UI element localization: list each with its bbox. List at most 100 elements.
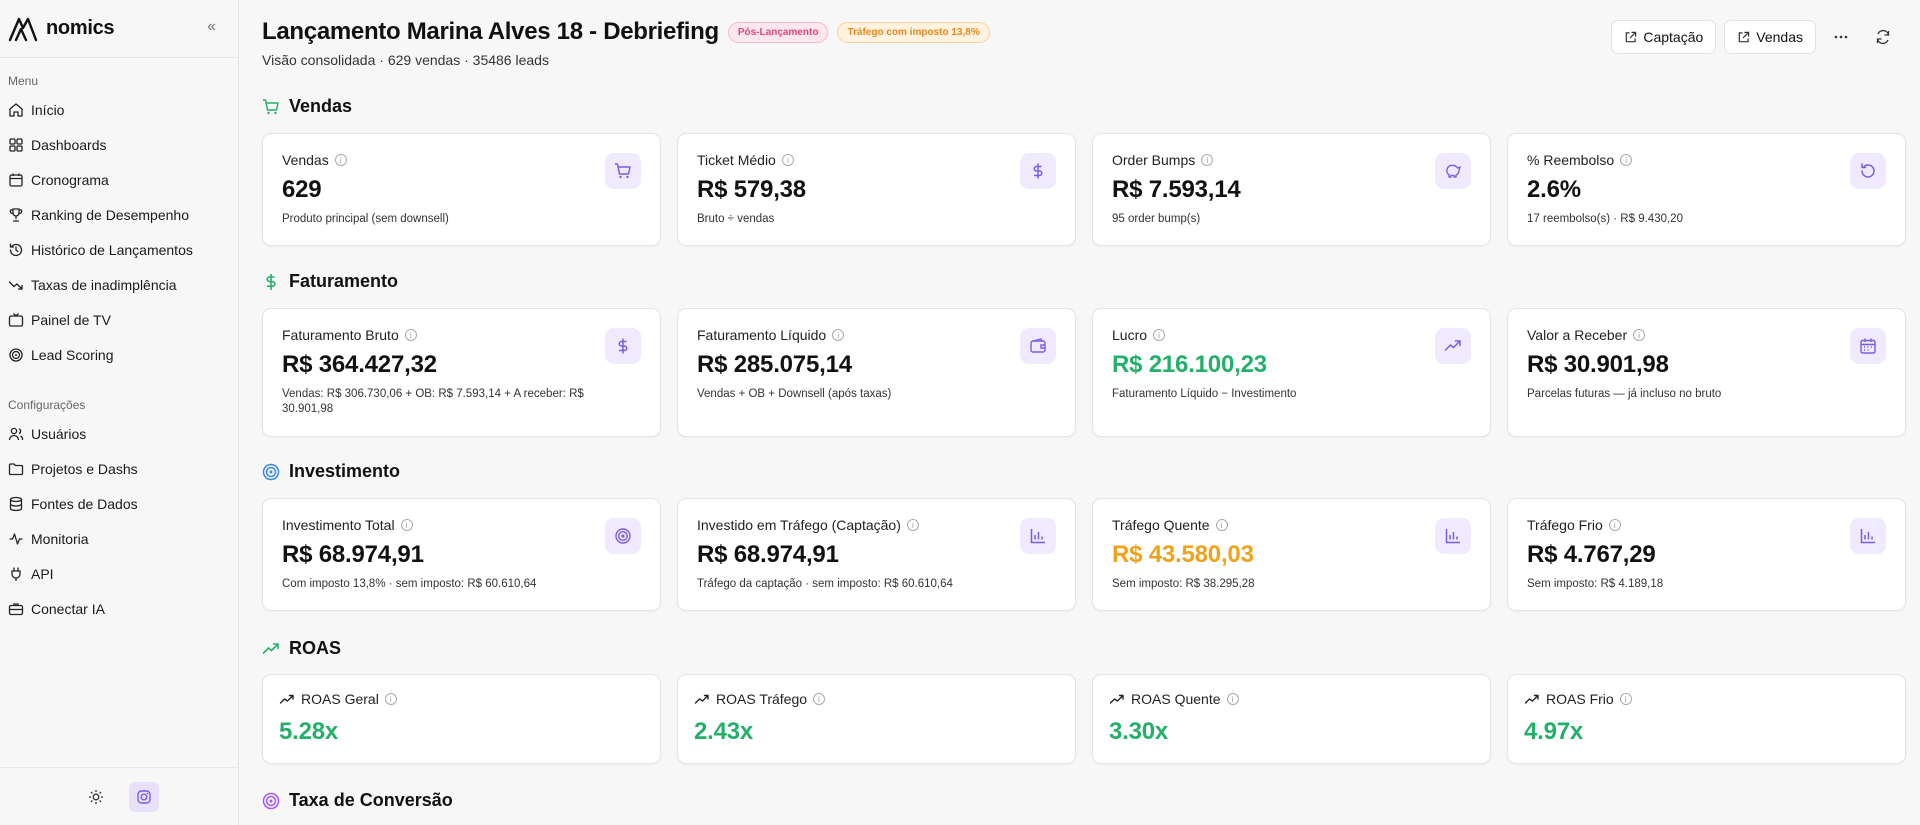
info-icon[interactable]: i — [1619, 693, 1632, 705]
sidebar-item-ranking[interactable]: Ranking de Desempenho — [0, 197, 238, 232]
brand: nomics « — [0, 0, 238, 58]
section-roas-heading: ROAS — [262, 638, 341, 659]
info-icon[interactable]: i — [404, 329, 417, 341]
trend-up-icon — [1109, 694, 1124, 704]
card-value: R$ 7.593,14 — [1112, 176, 1241, 203]
card-label: Order Bumps — [1112, 152, 1196, 168]
section-title: Investimento — [289, 461, 401, 481]
sidebar-item-label: Conectar IA — [31, 600, 105, 617]
card-value: R$ 30.901,98 — [1527, 351, 1669, 378]
collapse-sidebar-icon[interactable]: « — [207, 18, 216, 35]
card-subtext: Bruto ÷ vendas — [697, 213, 775, 225]
card-value: 2.43x — [694, 718, 754, 745]
sidebar-item-conectar-ia[interactable]: Conectar IA — [0, 591, 238, 626]
sidebar-item-label: Painel de TV — [31, 311, 111, 328]
menu-section-label: Menu — [8, 74, 39, 88]
info-icon[interactable]: i — [1620, 154, 1633, 166]
bar-chart-icon — [1020, 518, 1056, 554]
refresh-icon — [1876, 29, 1890, 45]
section-title: ROAS — [289, 638, 342, 658]
instagram-button[interactable] — [128, 781, 159, 812]
info-icon[interactable]: i — [1153, 329, 1166, 341]
sidebar-item-dashboards[interactable]: Dashboards — [0, 127, 238, 162]
refund-icon — [1850, 153, 1886, 189]
bar-chart-icon — [1435, 518, 1471, 554]
info-icon[interactable]: i — [906, 519, 919, 531]
info-icon[interactable]: i — [1608, 519, 1621, 531]
history-icon — [8, 242, 24, 258]
header-actions: Captação Vendas — [1611, 20, 1900, 54]
sidebar-item-label: Dashboards — [31, 136, 107, 153]
section-title: Taxa de Conversão — [289, 790, 453, 810]
card-value: R$ 4.767,29 — [1527, 541, 1656, 568]
sidebar-item-api[interactable]: API — [0, 556, 238, 591]
vendas-cards: Vendas i 629 Produto principal (sem downs… — [262, 133, 1907, 246]
vendas-button[interactable]: Vendas — [1724, 20, 1816, 54]
database-icon — [8, 496, 24, 512]
card-label: Investido em Tráfego (Captação) — [697, 517, 901, 533]
wallet-icon — [1020, 328, 1056, 364]
sidebar: nomics « Menu Início Dashboards Cronogra… — [0, 0, 239, 825]
info-icon[interactable]: i — [1226, 693, 1239, 705]
trend-up-icon — [694, 694, 709, 704]
dollar-icon — [266, 273, 276, 290]
captacao-button[interactable]: Captação — [1611, 20, 1717, 54]
phase-badge: Pós-Lançamento — [727, 21, 829, 43]
cart-icon — [605, 153, 641, 189]
info-icon[interactable]: i — [384, 693, 397, 705]
sidebar-item-inadimplencia[interactable]: Taxas de inadimplência — [0, 267, 238, 302]
sidebar-item-historico[interactable]: Histórico de Lançamentos — [0, 232, 238, 267]
calendar-icon — [1850, 328, 1886, 364]
more-options-button[interactable] — [1824, 20, 1858, 54]
sidebar-item-monitoria[interactable]: Monitoria — [0, 521, 238, 556]
sidebar-item-inicio[interactable]: Início — [0, 92, 238, 127]
section-investimento-heading: Investimento — [262, 461, 400, 482]
logo-icon — [8, 17, 38, 41]
sidebar-item-label: API — [31, 565, 54, 582]
info-icon[interactable]: i — [1201, 154, 1214, 166]
page-title: Lançamento Marina Alves 18 - Debriefing — [262, 18, 719, 45]
info-icon[interactable]: i — [400, 519, 413, 531]
sidebar-item-painel-tv[interactable]: Painel de TV — [0, 302, 238, 337]
card-subtext: 17 reembolso(s) · R$ 9.430,20 — [1527, 213, 1683, 225]
card-label: Faturamento Bruto — [282, 327, 399, 343]
sidebar-item-label: Cronograma — [31, 171, 109, 188]
target-icon — [262, 792, 280, 809]
info-icon[interactable]: i — [832, 329, 845, 341]
info-icon[interactable]: i — [334, 154, 347, 166]
refresh-button[interactable] — [1866, 20, 1900, 54]
section-title: Vendas — [289, 96, 353, 116]
sidebar-item-usuarios[interactable]: Usuários — [0, 416, 238, 451]
card-value: R$ 68.974,91 — [282, 541, 424, 568]
sidebar-item-label: Projetos e Dashs — [31, 460, 138, 477]
info-icon[interactable]: i — [1633, 329, 1646, 341]
sidebar-item-lead-scoring[interactable]: Lead Scoring — [0, 337, 238, 372]
info-icon[interactable]: i — [1215, 519, 1228, 531]
section-title: Faturamento — [289, 271, 399, 291]
info-icon[interactable]: i — [781, 154, 794, 166]
metric-card: ROAS Quente i 3.30x — [1092, 674, 1491, 764]
card-label: ROAS Frio — [1546, 691, 1614, 707]
info-icon[interactable]: i — [813, 693, 826, 705]
users-icon — [8, 426, 24, 442]
sidebar-item-fontes[interactable]: Fontes de Dados — [0, 486, 238, 521]
card-value: 629 — [282, 176, 322, 203]
metric-card: Valor a Receber i R$ 30.901,98 Parcelas f… — [1507, 308, 1906, 437]
external-link-icon — [1626, 31, 1637, 42]
sidebar-item-projetos[interactable]: Projetos e Dashs — [0, 451, 238, 486]
trend-down-icon — [8, 277, 24, 293]
metric-card: Investido em Tráfego (Captação) i R$ 68.9… — [677, 498, 1076, 611]
briefcase-icon — [8, 601, 24, 617]
sidebar-item-label: Ranking de Desempenho — [31, 206, 189, 223]
sidebar-item-label: Taxas de inadimplência — [31, 276, 177, 293]
metric-card: ROAS Geral i 5.28x — [262, 674, 661, 764]
card-value: 3.30x — [1109, 718, 1169, 745]
sidebar-footer — [0, 767, 239, 825]
theme-toggle-button[interactable] — [81, 782, 111, 812]
dollar-icon — [1020, 153, 1056, 189]
investimento-cards: Investimento Total i R$ 68.974,91 Com imp… — [262, 498, 1907, 611]
metric-card: Faturamento Líquido i R$ 285.075,14 Venda… — [677, 308, 1076, 437]
target-icon — [8, 347, 24, 363]
sidebar-item-cronograma[interactable]: Cronograma — [0, 162, 238, 197]
target-icon — [262, 463, 280, 480]
